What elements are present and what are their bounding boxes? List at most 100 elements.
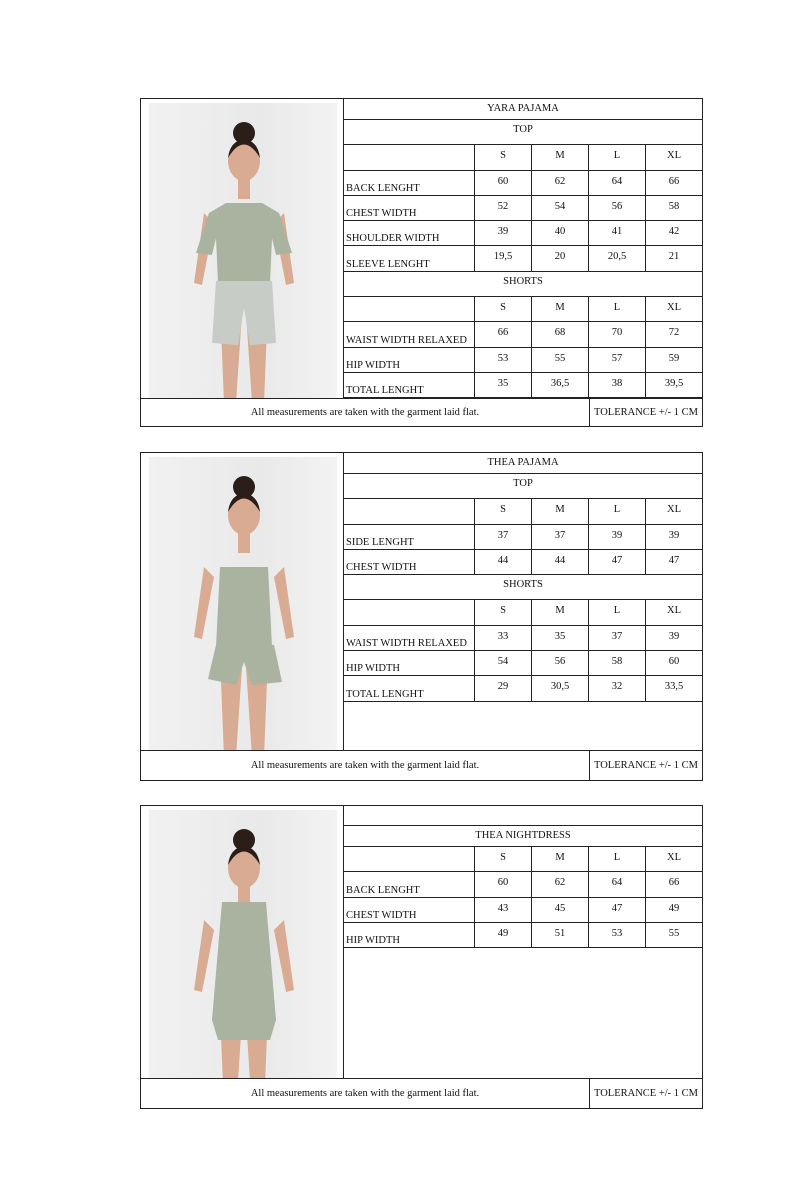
size-header: S: [474, 499, 531, 524]
measurement-name: WAIST WIDTH RELAXED: [346, 638, 467, 650]
size-header: XL: [645, 600, 702, 625]
size-header: S: [474, 600, 531, 625]
size-header: L: [588, 297, 645, 322]
measurement-value: 55: [645, 922, 702, 948]
measurement-row: CHEST WIDTH 43 45 47 49: [344, 897, 702, 923]
empty-space: [344, 702, 702, 750]
header-empty-cell: [344, 600, 474, 624]
measurement-value: 62: [531, 872, 588, 897]
size-header: L: [588, 600, 645, 625]
measurement-value: 19,5: [474, 246, 531, 271]
measurement-note: All measurements are taken with the garm…: [141, 751, 590, 780]
block-footer: All measurements are taken with the garm…: [141, 750, 702, 780]
measurement-value: 20: [531, 246, 588, 271]
measurement-row: HIP WIDTH 54 56 58 60: [344, 651, 702, 677]
measurement-value: 39: [645, 524, 702, 549]
measurement-value: 54: [531, 195, 588, 221]
measurement-value: 44: [531, 549, 588, 575]
measurement-name: SHOULDER WIDTH: [346, 233, 440, 245]
measurement-value: 42: [645, 221, 702, 246]
size-header: M: [531, 145, 588, 170]
measurement-value: 60: [474, 872, 531, 897]
size-header: L: [588, 499, 645, 524]
measurement-value: 49: [474, 922, 531, 948]
measurement-value: 51: [531, 922, 588, 948]
measurement-value: 66: [645, 170, 702, 195]
size-header: S: [474, 297, 531, 322]
measurement-value: 21: [645, 246, 702, 271]
measurement-value: 56: [588, 195, 645, 221]
header-empty-cell: [344, 499, 474, 523]
measurement-value: 35: [531, 625, 588, 651]
header-empty-cell: [344, 145, 474, 169]
section-label-text: SHORTS: [503, 275, 543, 287]
measurement-value: 60: [645, 651, 702, 676]
size-header: S: [474, 145, 531, 170]
size-header-row: S M L XL: [344, 847, 702, 873]
measurement-value: 52: [474, 195, 531, 221]
measurement-name: WAIST WIDTH RELAXED: [346, 334, 467, 346]
measurement-name: HIP WIDTH: [346, 935, 400, 947]
measurement-value: 40: [531, 221, 588, 246]
measurement-value: 58: [645, 195, 702, 221]
measurement-value: 37: [474, 524, 531, 549]
measurement-row: HIP WIDTH 53 55 57 59: [344, 347, 702, 373]
size-header: XL: [645, 297, 702, 322]
size-header: M: [531, 600, 588, 625]
measurement-value: 43: [474, 897, 531, 922]
product-photo: [141, 806, 344, 1078]
measurement-value: 39: [474, 221, 531, 246]
size-header: M: [531, 499, 588, 524]
measurement-name: CHEST WIDTH: [346, 208, 417, 220]
measurement-value: 59: [645, 347, 702, 372]
block-footer: All measurements are taken with the garm…: [141, 1078, 702, 1108]
section-label-text: TOP: [513, 124, 533, 135]
product-title-text: THEA PAJAMA: [487, 457, 559, 468]
measurement-name: SIDE LENGHT: [346, 536, 414, 548]
product-title: THEA PAJAMA: [344, 453, 702, 474]
size-header: L: [588, 145, 645, 170]
measurement-value: 38: [588, 372, 645, 398]
measurement-name: HIP WIDTH: [346, 663, 400, 675]
size-header: M: [531, 847, 588, 872]
measurement-row: HIP WIDTH 49 51 53 55: [344, 922, 702, 949]
model-photo-image: [194, 122, 294, 399]
size-header: S: [474, 847, 531, 872]
product-size-block: THEA NIGHTDRESS S M L XL BACK LENGHT 60 62 64 66 C…: [140, 805, 703, 1109]
measurement-row: WAIST WIDTH RELAXED 66 68 70 72: [344, 322, 702, 348]
size-header-row: S M L XL: [344, 499, 702, 525]
measurement-name: BACK LENGHT: [346, 182, 420, 194]
measurement-row: BACK LENGHT 60 62 64 66: [344, 872, 702, 898]
measurement-value: 53: [474, 347, 531, 372]
measurement-value: 66: [645, 872, 702, 897]
block-main: THEA PAJAMA TOP S M L XL SIDE LENGHT 37 37 39 39 CH…: [141, 453, 702, 750]
measurement-value: 45: [531, 897, 588, 922]
block-main: YARA PAJAMA TOP S M L XL BACK LENGHT 60 62 64 66 CH…: [141, 99, 702, 399]
tolerance-label: TOLERANCE +/- 1 CM: [593, 407, 699, 419]
measurement-row: TOTAL LENGHT 29 30,5 32 33,5: [344, 676, 702, 702]
measurement-value: 64: [588, 872, 645, 897]
product-title-text: THEA NIGHTDRESS: [475, 830, 571, 841]
measurement-name: TOTAL LENGHT: [346, 688, 424, 700]
section-label: SHORTS: [344, 272, 702, 298]
measurement-value: 33,5: [645, 676, 702, 701]
empty-space: [344, 948, 702, 1078]
size-table: THEA PAJAMA TOP S M L XL SIDE LENGHT 37 37 39 39 CH…: [344, 453, 702, 750]
measurement-value: 60: [474, 170, 531, 195]
product-title-text: YARA PAJAMA: [487, 103, 559, 114]
size-header: L: [588, 847, 645, 872]
tolerance-label: TOLERANCE +/- 1 CM: [593, 1088, 699, 1099]
measurement-name: CHEST WIDTH: [346, 562, 417, 574]
measurement-row: SLEEVE LENGHT 19,5 20 20,5 21: [344, 246, 702, 272]
measurement-value: 30,5: [531, 676, 588, 701]
measurement-value: 55: [531, 347, 588, 372]
header-empty-cell: [344, 847, 474, 871]
measurement-value: 29: [474, 676, 531, 701]
size-header-row: S M L XL: [344, 600, 702, 626]
measurement-row: CHEST WIDTH 44 44 47 47: [344, 549, 702, 576]
size-table: YARA PAJAMA TOP S M L XL BACK LENGHT 60 62 64 66 CH…: [344, 99, 702, 399]
measurement-name: SLEEVE LENGHT: [346, 258, 430, 270]
measurement-value: 47: [588, 897, 645, 922]
size-header: XL: [645, 499, 702, 524]
